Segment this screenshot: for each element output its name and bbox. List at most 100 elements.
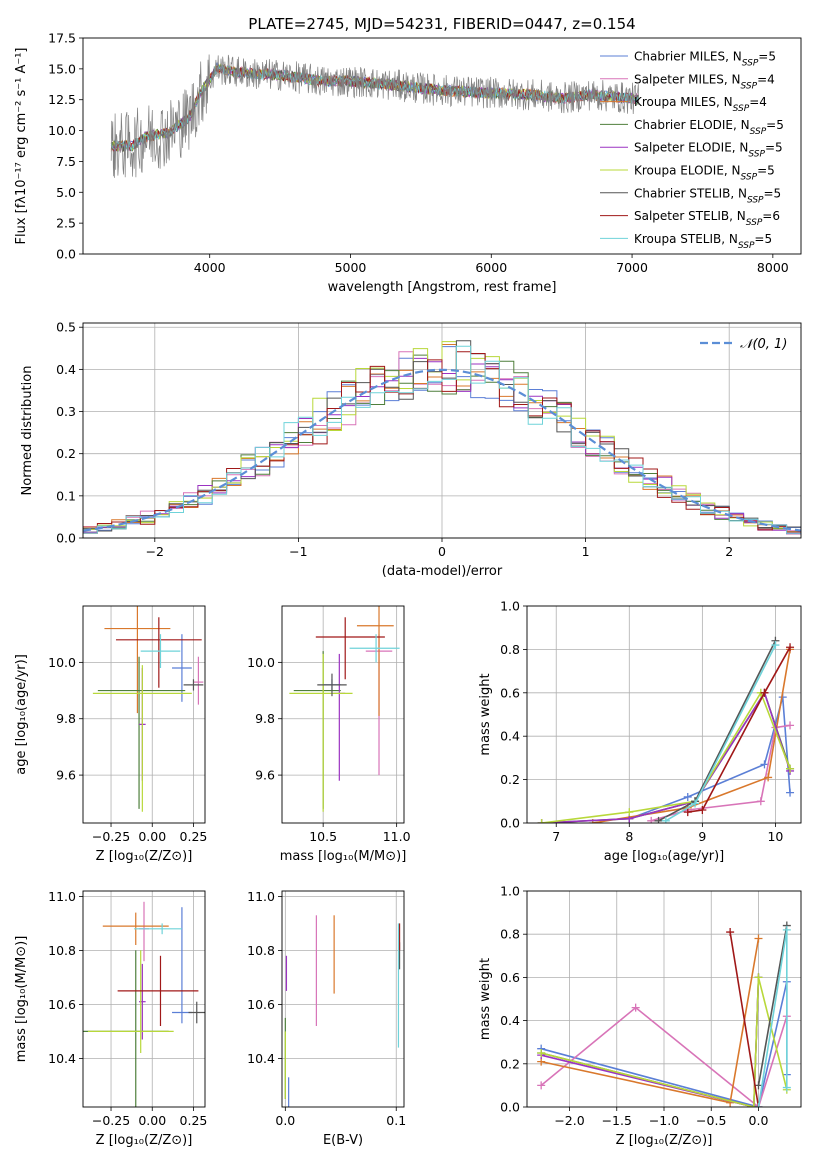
axes-frame	[526, 890, 802, 1108]
x-tick-label: 0.1	[386, 1113, 406, 1128]
x-tick-label: 10	[767, 829, 783, 844]
plot-area	[92, 606, 204, 812]
x-axis-label: (data-model)/error	[382, 564, 503, 579]
y-tick-label: 1.0	[500, 599, 520, 614]
errorbar-kroupa-miles	[104, 606, 171, 714]
x-tick-label: 2	[725, 544, 733, 559]
y-tick-label: 9.8	[56, 711, 76, 726]
errorbar-chabrier-stelib	[188, 1001, 205, 1024]
y-axis-label: Normed distribution	[20, 366, 35, 496]
weight-marker	[754, 973, 763, 982]
axes-frame	[82, 322, 802, 539]
weight-line	[541, 977, 788, 1107]
x-tick-label: 6000	[475, 260, 507, 275]
weight-line	[687, 646, 791, 813]
figure-title: PLATE=2745, MJD=54231, FIBERID=0447, z=0…	[248, 15, 635, 33]
weight-marker	[786, 643, 795, 652]
weight-line	[665, 644, 777, 822]
x-tick-label: 0	[438, 544, 446, 559]
weight-marker	[537, 1081, 546, 1090]
spectrum-panel: 4000 5000 6000 7000 8000 0.0 2.5 5.0 7.5 10.0 12.5…	[14, 31, 802, 295]
x-tick-label: 0.00	[138, 829, 166, 844]
age-vs-mass-panel: 10.5 11.0 9.6 9.8 10.0 mass [log₁₀(M/M⊙)]	[247, 605, 411, 864]
y-tick-label: 12.5	[48, 92, 76, 107]
weight-marker	[754, 934, 763, 943]
y-tick-label: 0.4	[500, 729, 520, 744]
legend-label-chabrier-miles: Chabrier MILES, NSSP=5	[634, 50, 776, 69]
mass-vs-ebv-panel: 0.0 0.1 10.4 10.6 10.8 11.0 E(B-V)	[247, 889, 406, 1148]
errorbar-kroupa-elodie	[289, 653, 353, 812]
y-tick-label: 1.0	[500, 884, 520, 899]
x-tick-label: −2	[146, 544, 164, 559]
weight-series-kroupa-stelib	[754, 925, 791, 1107]
weight-marker	[683, 792, 692, 801]
y-axis-label: mass weight	[478, 673, 493, 755]
weight-marker	[625, 808, 634, 817]
legend-label-salpeter-elodie: Salpeter ELODIE, NSSP=5	[634, 141, 783, 160]
errorbar-kroupa-elodie	[87, 950, 174, 1053]
x-tick-label: −2.0	[554, 1113, 584, 1128]
weight-marker	[786, 721, 795, 730]
y-tick-label: 0.2	[500, 772, 520, 787]
weight-line	[541, 977, 760, 1107]
legend-label-salpeter-miles: Salpeter MILES, NSSP=4	[634, 72, 775, 91]
errorbar-chabrier-stelib	[317, 673, 347, 697]
weight-series-salpeter-elodie	[537, 973, 763, 1107]
y-tick-label: 0.5	[56, 320, 76, 335]
plot-area	[289, 606, 400, 812]
y-tick-label: 10.8	[247, 943, 275, 958]
y-tick-label: 17.5	[48, 31, 76, 46]
y-tick-label: 10.4	[247, 1051, 275, 1066]
y-axis-label: mass weight	[478, 958, 493, 1040]
weight-series-kroupa-stelib	[661, 641, 780, 823]
legend-label-chabrier-stelib: Chabrier STELIB, NSSP=5	[634, 186, 781, 205]
y-tick-label: 10.4	[48, 1051, 76, 1066]
y-tick-label: 2.5	[56, 216, 76, 231]
x-tick-label: 7	[552, 829, 560, 844]
weight-marker	[726, 928, 735, 937]
weight-marker	[786, 764, 795, 773]
errorbar-salpeter-stelib	[315, 617, 385, 680]
errorbar-salpeter-elodie	[333, 653, 346, 781]
weight-marker	[698, 805, 707, 814]
y-tick-label: 0.6	[500, 685, 520, 700]
errorbar-kroupa-miles	[356, 606, 394, 716]
y-tick-label: 0.0	[500, 1100, 520, 1115]
weight-marker	[661, 816, 670, 823]
age-vs-metallicity-panel: −0.25 0.00 0.25 9.6 9.8 10.0 Z [log₁₀(Z/Z⊙)] ag…	[14, 605, 208, 864]
x-axis-label: mass [log₁₀(M/M⊙)]	[280, 849, 407, 864]
plot-area	[110, 54, 640, 178]
x-axis-label: Z [log₁₀(Z/Z⊙)]	[616, 1133, 713, 1148]
normal-curve	[83, 368, 801, 532]
y-tick-label: 0.8	[500, 927, 520, 942]
y-tick-label: 10.0	[48, 655, 76, 670]
axes-frame	[281, 890, 405, 1108]
weight-series-kroupa-elodie	[537, 973, 791, 1107]
weight-marker	[749, 1103, 758, 1107]
weight-line	[541, 977, 760, 1107]
weight-line	[541, 690, 791, 823]
x-tick-label: 8	[625, 829, 633, 844]
weight-marker	[756, 797, 765, 806]
y-tick-label: 0.0	[500, 816, 520, 831]
weight-line	[658, 640, 777, 822]
weight-marker	[771, 641, 780, 650]
histogram-salpeter-stelib	[83, 351, 801, 534]
x-axis-label: E(B-V)	[323, 1133, 363, 1148]
weight-marker	[760, 688, 769, 697]
weight-marker	[760, 760, 769, 769]
weight-line	[757, 925, 788, 1086]
x-tick-label: 4000	[194, 260, 226, 275]
errorbar-chabrier-elodie	[97, 656, 186, 809]
x-tick-label: −0.25	[92, 829, 130, 844]
weight-line	[540, 1006, 788, 1107]
weight-marker	[782, 925, 791, 934]
x-tick-label: 10.5	[309, 829, 337, 844]
mass-weight-vs-age-panel: 7 8 9 10 0.0 0.2 0.4 0.6 0.8 1.0 age [log₁₀(age/yr…	[478, 599, 802, 864]
weight-marker	[754, 1103, 763, 1107]
y-tick-label: 9.6	[56, 768, 76, 783]
x-tick-label: 0.25	[180, 829, 208, 844]
legend-label-salpeter-stelib: Salpeter STELIB, NSSP=6	[634, 209, 780, 228]
y-tick-label: 0.0	[56, 531, 76, 546]
